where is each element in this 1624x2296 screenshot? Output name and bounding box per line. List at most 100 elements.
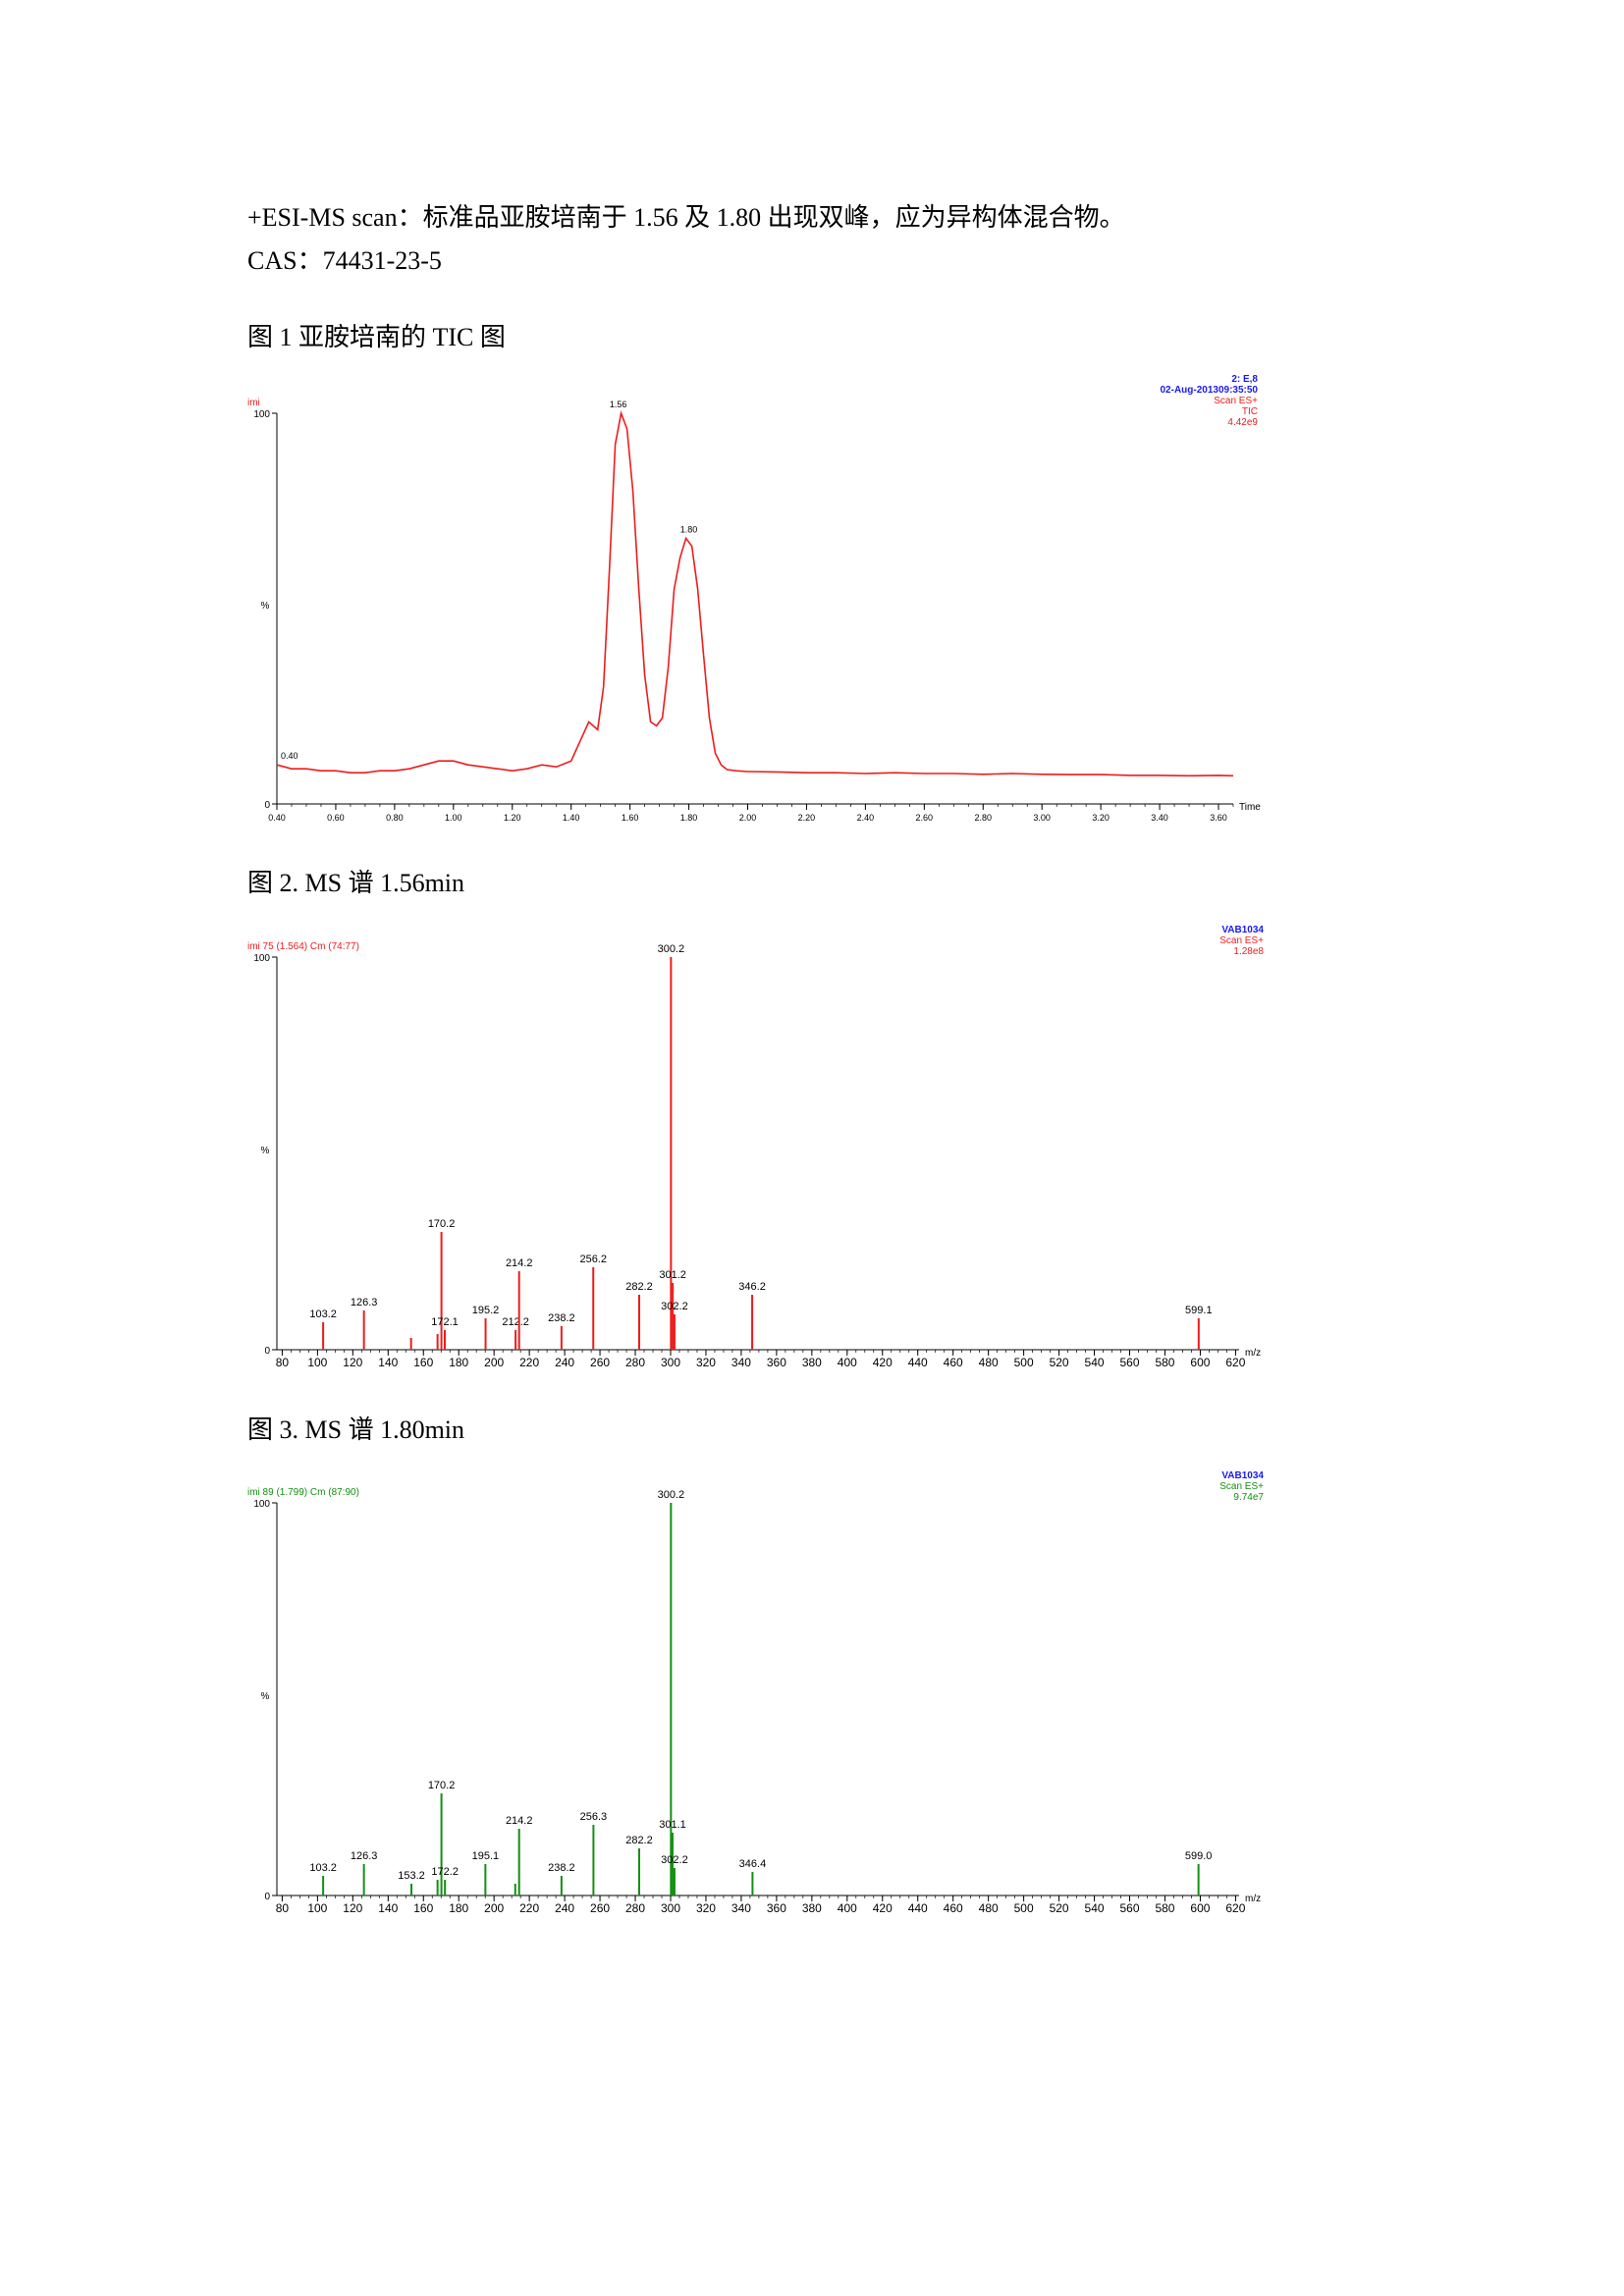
y-axis-label: % [261,1146,270,1156]
x-tick-label: 2.20 [798,813,816,823]
x-tick-label: 160 [413,1901,433,1915]
x-tick-label: 280 [625,1356,645,1369]
y-axis-label: % [261,601,270,612]
x-tick-label: 120 [343,1356,362,1369]
peak-label: 153.2 [398,1870,425,1882]
tic-trace [276,410,1234,777]
x-tick-label: 380 [802,1901,822,1915]
x-tick-label: 540 [1085,1901,1105,1915]
x-tick-label: 320 [696,1356,716,1369]
x-tick-label: 480 [979,1356,999,1369]
x-tick-label: 1.60 [622,813,639,823]
chart-header-left: imi 89 (1.799) Cm (87:90) [247,1487,359,1498]
x-tick-label: 80 [276,1356,290,1369]
x-tick-label: 2.40 [857,813,875,823]
x-axis-label: m/z [1245,1348,1261,1359]
chart-header-right: Scan ES+ [1219,935,1264,946]
x-tick-label: 360 [767,1356,786,1369]
x-tick-label: 320 [696,1901,716,1915]
peak-label: 170.2 [428,1780,456,1791]
intro-text: +ESI-MS scan：标准品亚胺培南于 1.56 及 1.80 出现双峰，应… [247,203,1125,232]
figure-2-caption: 图 2. MS 谱 1.56min [247,869,465,897]
x-tick-label: 440 [908,1901,928,1915]
y-tick-label: 100 [253,1499,270,1510]
x-tick-label: 180 [449,1356,468,1369]
peak-label: 256.2 [579,1254,607,1265]
peak-label: 172.2 [431,1866,459,1878]
x-axis-label: m/z [1245,1894,1261,1904]
x-tick-label: 300 [661,1901,680,1915]
x-tick-label: 0.40 [268,813,286,823]
peak-label: 300.2 [658,1489,685,1501]
x-tick-label: 480 [979,1901,999,1915]
x-tick-label: 1.20 [504,813,521,823]
peak-label: 302.2 [661,1854,688,1866]
x-tick-label: 400 [838,1356,857,1369]
x-tick-label: 140 [378,1901,398,1915]
x-tick-label: 600 [1190,1356,1210,1369]
x-tick-label: 3.40 [1151,813,1168,823]
peak-label: 300.2 [658,943,685,955]
peak-label: 282.2 [625,1835,653,1846]
x-tick-label: 560 [1119,1901,1139,1915]
peak-label: 302.2 [661,1301,688,1312]
x-tick-label: 340 [731,1356,751,1369]
x-tick-label: 380 [802,1356,822,1369]
x-tick-label: 2.60 [916,813,934,823]
peak-label: 214.2 [506,1815,533,1827]
peak-label: 301.2 [659,1269,686,1281]
peak-label: 301.1 [659,1819,686,1831]
x-tick-label: 240 [555,1356,574,1369]
x-tick-label: 400 [838,1901,857,1915]
x-tick-label: 100 [307,1356,327,1369]
x-tick-label: 2.00 [739,813,757,823]
x-tick-label: 440 [908,1356,928,1369]
x-tick-label: 80 [276,1901,290,1915]
peak-label: 214.2 [506,1257,533,1269]
x-tick-label: 100 [307,1901,327,1915]
x-tick-label: 420 [873,1901,893,1915]
chart-header-right: VAB1034 [1221,925,1264,935]
peak-label: 282.2 [625,1281,653,1293]
x-tick-label: 140 [378,1356,398,1369]
x-tick-label: 3.60 [1210,813,1227,823]
x-tick-label: 420 [873,1356,893,1369]
x-tick-label: 520 [1050,1901,1069,1915]
chart-header-right: Scan ES+ [1214,396,1258,406]
x-tick-label: 300 [661,1356,680,1369]
x-axis-label: Time [1239,802,1261,813]
x-tick-label: 0.80 [386,813,404,823]
chart-header-right: 1.28e8 [1233,946,1264,957]
peak-label: 103.2 [309,1862,337,1874]
y-tick-label: 100 [253,953,270,964]
peak-label: 238.2 [548,1862,575,1874]
chart-header-right: 2: E,8 [1231,374,1258,385]
peak-label: 195.2 [472,1305,500,1316]
x-tick-label: 260 [590,1356,610,1369]
x-tick-label: 3.20 [1092,813,1110,823]
chart-header-right: 9.74e7 [1233,1492,1264,1503]
x-tick-label: 460 [944,1901,963,1915]
x-tick-label: 200 [484,1901,504,1915]
figure-3-caption: 图 3. MS 谱 1.80min [247,1415,465,1444]
peak-label: 256.3 [580,1811,608,1823]
peak-label: 103.2 [309,1308,337,1320]
chart-header-right: TIC [1242,406,1258,417]
peak-label: 346.4 [739,1858,767,1870]
y-axis-label: % [261,1691,270,1702]
cas-number-text: CAS：74431-23-5 [247,246,442,275]
chart-header-right: VAB1034 [1221,1470,1264,1481]
x-tick-label: 500 [1014,1901,1034,1915]
chart-header-right: 02-Aug-201309:35:50 [1161,385,1259,396]
x-tick-label: 220 [519,1356,539,1369]
x-tick-label: 2.80 [974,813,992,823]
x-tick-label: 1.00 [445,813,462,823]
x-tick-label: 500 [1014,1356,1034,1369]
peak-label: 0.40 [281,751,298,761]
y-tick-label: 0 [264,1892,270,1902]
x-tick-label: 560 [1119,1356,1139,1369]
chart-header-left: imi 75 (1.564) Cm (74:77) [247,941,359,952]
chart-header-left: imi [247,398,260,408]
x-tick-label: 620 [1225,1356,1245,1369]
